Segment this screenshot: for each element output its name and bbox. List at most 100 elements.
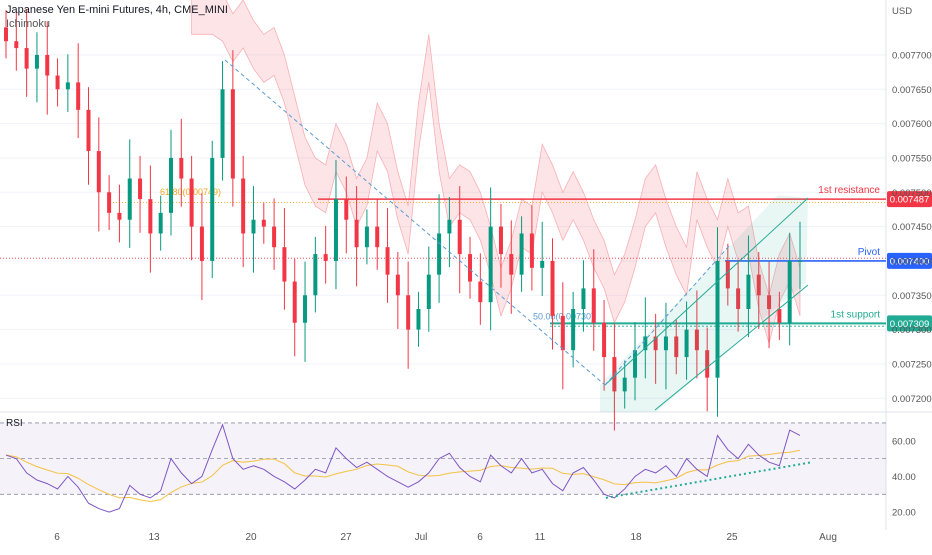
fib-swing-line bbox=[224, 59, 606, 386]
level-badge-1 bbox=[887, 252, 932, 269]
candle-36 bbox=[375, 198, 380, 270]
y-tick-9: 0.007250 bbox=[892, 359, 932, 370]
candle-65 bbox=[674, 319, 679, 375]
candle-54 bbox=[560, 282, 565, 390]
candle-40 bbox=[416, 291, 421, 347]
x-tick-3: 27 bbox=[340, 532, 352, 543]
y-tick-2: 0.007600 bbox=[892, 119, 932, 130]
candle-25 bbox=[261, 202, 266, 244]
candle-16 bbox=[168, 129, 173, 236]
rsi-tick-2: 20.00 bbox=[892, 508, 916, 519]
candle-0 bbox=[4, 10, 8, 59]
candle-11 bbox=[117, 184, 122, 243]
candle-68 bbox=[705, 327, 710, 412]
level-name-0: 1st resistance bbox=[818, 185, 880, 196]
channel-upper-line bbox=[604, 197, 809, 386]
x-tick-7: 18 bbox=[630, 532, 642, 543]
candle-58 bbox=[602, 300, 607, 391]
candle-12 bbox=[127, 139, 132, 248]
candle-45 bbox=[468, 236, 473, 299]
candle-60 bbox=[622, 360, 627, 409]
candle-28 bbox=[292, 258, 297, 357]
candle-75 bbox=[777, 291, 782, 340]
candle-24 bbox=[251, 186, 256, 273]
y-tick-7: 0.007350 bbox=[892, 291, 932, 302]
candle-63 bbox=[653, 313, 658, 384]
x-tick-1: 13 bbox=[148, 532, 160, 543]
x-tick-8: 25 bbox=[726, 532, 738, 543]
ichimoku-cloud bbox=[191, 0, 801, 345]
candle-17 bbox=[179, 118, 184, 207]
candle-26 bbox=[272, 198, 277, 270]
rsi-ma-line bbox=[5, 449, 801, 502]
rsi-line bbox=[5, 423, 801, 513]
candle-22 bbox=[230, 50, 235, 207]
candle-27 bbox=[282, 208, 287, 310]
rsi-tick-0: 60.00 bbox=[892, 436, 916, 447]
candle-8 bbox=[86, 87, 91, 185]
currency-label: USD bbox=[892, 6, 912, 17]
candle-57 bbox=[591, 249, 596, 351]
candle-38 bbox=[395, 252, 400, 329]
candle-50 bbox=[519, 216, 524, 292]
level-badge-2 bbox=[887, 315, 932, 332]
candle-37 bbox=[385, 208, 390, 303]
candle-67 bbox=[694, 290, 699, 379]
x-tick-5: 6 bbox=[477, 532, 483, 543]
level-value-2: 0.007309 bbox=[890, 319, 930, 330]
rsi-label: RSI bbox=[6, 418, 23, 429]
candle-7 bbox=[76, 43, 81, 139]
candle-48 bbox=[498, 203, 503, 288]
y-tick-3: 0.007550 bbox=[892, 153, 932, 164]
y-tick-10: 0.007200 bbox=[892, 394, 932, 405]
candle-2 bbox=[24, 8, 29, 97]
level-badge-0 bbox=[887, 191, 932, 208]
y-tick-4: 0.007500 bbox=[892, 188, 932, 199]
candle-47 bbox=[488, 187, 493, 331]
candle-43 bbox=[447, 197, 452, 268]
candle-9 bbox=[96, 117, 101, 232]
candle-55 bbox=[571, 291, 576, 368]
candle-34 bbox=[354, 186, 359, 287]
candle-56 bbox=[581, 260, 586, 332]
candle-62 bbox=[643, 297, 648, 379]
candle-77 bbox=[798, 221, 802, 290]
y-tick-5: 0.007450 bbox=[892, 222, 932, 233]
candle-66 bbox=[684, 301, 689, 380]
candle-53 bbox=[550, 238, 555, 350]
x-tick-4: Jul bbox=[415, 532, 428, 543]
candle-19 bbox=[199, 192, 204, 301]
candle-33 bbox=[344, 176, 349, 254]
indicator-label: Ichimoku bbox=[6, 18, 51, 30]
candle-31 bbox=[323, 225, 328, 284]
candle-41 bbox=[426, 246, 431, 332]
candle-52 bbox=[540, 221, 545, 296]
candle-70 bbox=[725, 243, 730, 306]
candle-29 bbox=[303, 261, 308, 362]
candle-20 bbox=[210, 140, 215, 279]
level-value-0: 0.007487 bbox=[890, 195, 930, 206]
candle-6 bbox=[65, 54, 70, 112]
candle-44 bbox=[457, 186, 462, 294]
level-value-1: 0.007400 bbox=[890, 256, 930, 267]
candle-10 bbox=[107, 175, 112, 231]
candle-4 bbox=[45, 21, 50, 115]
y-tick-0: 0.007700 bbox=[892, 50, 932, 61]
candle-5 bbox=[55, 58, 60, 107]
candle-42 bbox=[437, 194, 442, 303]
fib-return-line bbox=[604, 244, 731, 386]
candle-14 bbox=[148, 165, 153, 273]
x-tick-9: Aug bbox=[819, 532, 837, 543]
y-tick-8: 0.007300 bbox=[892, 325, 932, 336]
level-name-1: Pivot bbox=[858, 247, 880, 258]
chart-title: Japanese Yen E-mini Futures, 4h, CME_MIN… bbox=[6, 4, 228, 16]
level-name-2: 1st support bbox=[831, 309, 881, 320]
candle-3 bbox=[34, 32, 39, 103]
candle-35 bbox=[364, 209, 369, 265]
x-tick-2: 20 bbox=[245, 532, 257, 543]
candle-61 bbox=[633, 322, 638, 401]
candle-51 bbox=[529, 205, 534, 291]
candle-15 bbox=[158, 195, 163, 251]
